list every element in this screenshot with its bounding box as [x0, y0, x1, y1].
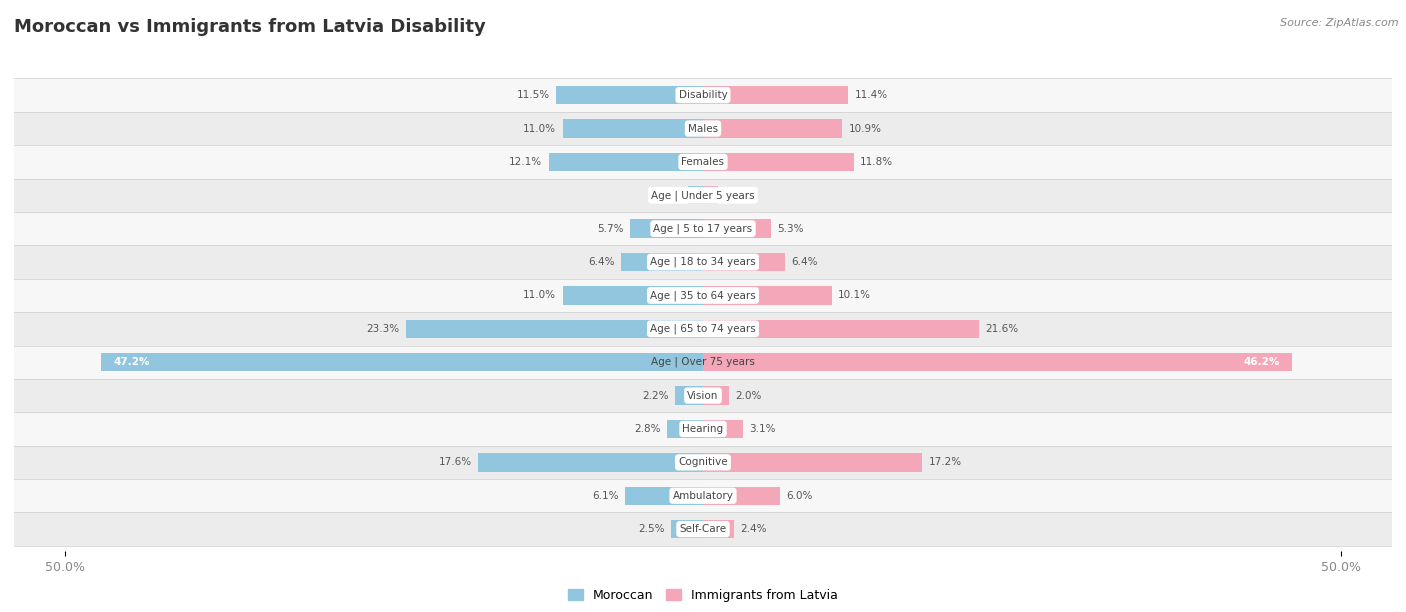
Text: 5.3%: 5.3%	[778, 223, 803, 234]
Text: Age | Over 75 years: Age | Over 75 years	[651, 357, 755, 367]
Bar	[562, 286, 703, 305]
Bar	[406, 319, 703, 338]
Bar	[703, 520, 734, 539]
Text: 23.3%: 23.3%	[366, 324, 399, 334]
Text: Moroccan vs Immigrants from Latvia Disability: Moroccan vs Immigrants from Latvia Disab…	[14, 18, 486, 36]
Bar	[1, 245, 1405, 278]
Text: 11.0%: 11.0%	[523, 124, 557, 133]
Text: Ambulatory: Ambulatory	[672, 491, 734, 501]
Bar	[1, 512, 1405, 546]
Text: Males: Males	[688, 124, 718, 133]
Bar	[668, 420, 703, 438]
Text: Hearing: Hearing	[682, 424, 724, 434]
Bar	[703, 220, 770, 238]
Bar	[703, 286, 832, 305]
Bar	[675, 386, 703, 405]
Text: 21.6%: 21.6%	[986, 324, 1018, 334]
Legend: Moroccan, Immigrants from Latvia: Moroccan, Immigrants from Latvia	[562, 584, 844, 606]
Text: Age | 5 to 17 years: Age | 5 to 17 years	[654, 223, 752, 234]
Bar	[557, 86, 703, 104]
Text: Age | Under 5 years: Age | Under 5 years	[651, 190, 755, 201]
Text: 2.0%: 2.0%	[735, 390, 761, 401]
Text: 2.5%: 2.5%	[638, 524, 665, 534]
Text: 10.9%: 10.9%	[848, 124, 882, 133]
Text: 2.2%: 2.2%	[643, 390, 669, 401]
Bar	[1, 446, 1405, 479]
Bar	[703, 153, 853, 171]
Text: 3.1%: 3.1%	[749, 424, 776, 434]
Bar	[703, 119, 842, 138]
Bar	[1, 312, 1405, 346]
Text: 11.5%: 11.5%	[517, 90, 550, 100]
Text: 5.7%: 5.7%	[598, 223, 624, 234]
Bar	[562, 119, 703, 138]
Bar	[626, 487, 703, 505]
Text: 11.4%: 11.4%	[855, 90, 889, 100]
Text: 6.0%: 6.0%	[786, 491, 813, 501]
Text: 2.4%: 2.4%	[740, 524, 766, 534]
Bar	[548, 153, 703, 171]
Text: Females: Females	[682, 157, 724, 167]
Text: Age | 65 to 74 years: Age | 65 to 74 years	[650, 324, 756, 334]
Bar	[101, 353, 703, 371]
Text: 1.2%: 1.2%	[655, 190, 682, 200]
Bar	[1, 412, 1405, 446]
Text: 10.1%: 10.1%	[838, 291, 872, 300]
Bar	[703, 453, 922, 471]
Bar	[703, 319, 979, 338]
Text: 47.2%: 47.2%	[114, 357, 150, 367]
Bar	[478, 453, 703, 471]
Bar	[630, 220, 703, 238]
Text: Disability: Disability	[679, 90, 727, 100]
Bar	[1, 112, 1405, 145]
Text: Vision: Vision	[688, 390, 718, 401]
Text: 11.0%: 11.0%	[523, 291, 557, 300]
Bar	[1, 379, 1405, 412]
Bar	[621, 253, 703, 271]
Bar	[703, 386, 728, 405]
Text: Self-Care: Self-Care	[679, 524, 727, 534]
Text: 6.4%: 6.4%	[589, 257, 614, 267]
Bar	[1, 179, 1405, 212]
Text: 1.2%: 1.2%	[724, 190, 751, 200]
Text: 17.6%: 17.6%	[439, 457, 472, 468]
Text: 12.1%: 12.1%	[509, 157, 543, 167]
Text: Cognitive: Cognitive	[678, 457, 728, 468]
Text: 17.2%: 17.2%	[929, 457, 962, 468]
Bar	[703, 253, 785, 271]
Bar	[1, 346, 1405, 379]
Text: 46.2%: 46.2%	[1243, 357, 1279, 367]
Bar	[1, 78, 1405, 112]
Bar	[1, 278, 1405, 312]
Text: 2.8%: 2.8%	[634, 424, 661, 434]
Bar	[703, 186, 718, 204]
Bar	[1, 479, 1405, 512]
Bar	[688, 186, 703, 204]
Bar	[703, 487, 779, 505]
Text: Age | 18 to 34 years: Age | 18 to 34 years	[650, 257, 756, 267]
Bar	[1, 145, 1405, 179]
Text: Source: ZipAtlas.com: Source: ZipAtlas.com	[1281, 18, 1399, 28]
Text: 6.4%: 6.4%	[792, 257, 817, 267]
Text: 6.1%: 6.1%	[592, 491, 619, 501]
Text: 11.8%: 11.8%	[860, 157, 893, 167]
Text: Age | 35 to 64 years: Age | 35 to 64 years	[650, 290, 756, 300]
Bar	[703, 353, 1292, 371]
Bar	[1, 212, 1405, 245]
Bar	[703, 86, 848, 104]
Bar	[703, 420, 742, 438]
Bar	[671, 520, 703, 539]
